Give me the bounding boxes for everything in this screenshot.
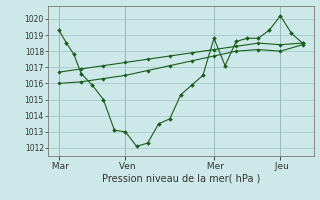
X-axis label: Pression niveau de la mer( hPa ): Pression niveau de la mer( hPa ): [102, 173, 260, 183]
